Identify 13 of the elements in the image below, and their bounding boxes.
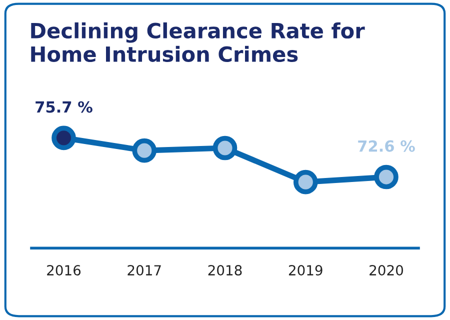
- chart-title: Declining Clearance Rate for Home Intrusion Crimes: [31, 22, 365, 62]
- point: [132, 138, 157, 163]
- x-tick-label: 2018: [208, 265, 242, 276]
- x-tick-label: 2019: [288, 265, 322, 276]
- x-tick-label: 2017: [128, 265, 161, 276]
- point: [293, 170, 318, 194]
- x-tick-label: 2020: [370, 265, 403, 276]
- x-tick-label: 2016: [47, 265, 81, 276]
- point: [52, 126, 76, 150]
- data-label: 72.6 %: [358, 140, 415, 152]
- data-label: 75.7 %: [36, 101, 92, 113]
- point: [212, 136, 238, 160]
- point: [374, 164, 398, 190]
